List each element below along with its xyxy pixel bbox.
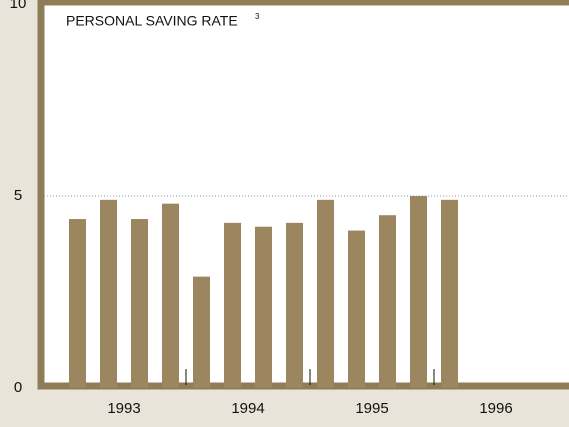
y-tick-label: 0 (14, 379, 22, 396)
x-tick-label: 1995 (355, 400, 388, 417)
y-tick-label: 10 (10, 0, 27, 12)
x-tick-label: 1993 (107, 400, 140, 417)
bar (69, 219, 86, 388)
x-tick-label: 1996 (479, 400, 512, 417)
bar (255, 226, 272, 388)
bar (348, 230, 365, 388)
bar (224, 222, 241, 388)
title-note: 3 (255, 12, 260, 21)
bar (131, 219, 148, 388)
plot-frame (37, 0, 569, 390)
chart-title: PERSONAL SAVING RATE (66, 13, 238, 29)
bar (317, 199, 334, 388)
bar (410, 196, 427, 388)
bar (441, 199, 458, 388)
bar (193, 276, 210, 388)
bar (162, 203, 179, 388)
bar (100, 199, 117, 388)
bar (286, 222, 303, 388)
bar (379, 215, 396, 388)
x-tick-label: 1994 (231, 400, 264, 417)
y-tick-label: 5 (14, 187, 22, 204)
